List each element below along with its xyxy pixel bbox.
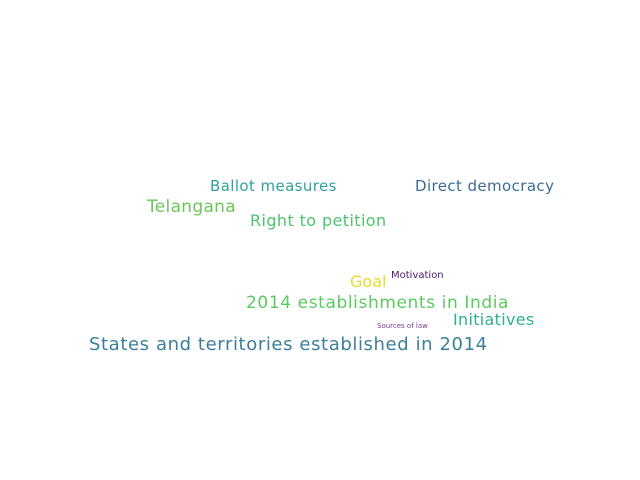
word-initiatives: Initiatives	[453, 310, 535, 329]
word-telangana: Telangana	[147, 197, 236, 217]
word-direct-democracy: Direct democracy	[415, 177, 555, 195]
word-goal: Goal	[350, 272, 387, 291]
word-states-and-territories-established-in-2014: States and territories established in 20…	[89, 334, 488, 355]
word-right-to-petition: Right to petition	[250, 211, 387, 230]
word-sources-of-law: Sources of law	[377, 322, 428, 330]
word-motivation: Motivation	[391, 270, 444, 281]
word-ballot-measures: Ballot measures	[210, 177, 337, 195]
word-2014-establishments-in-india: 2014 establishments in India	[246, 293, 510, 313]
